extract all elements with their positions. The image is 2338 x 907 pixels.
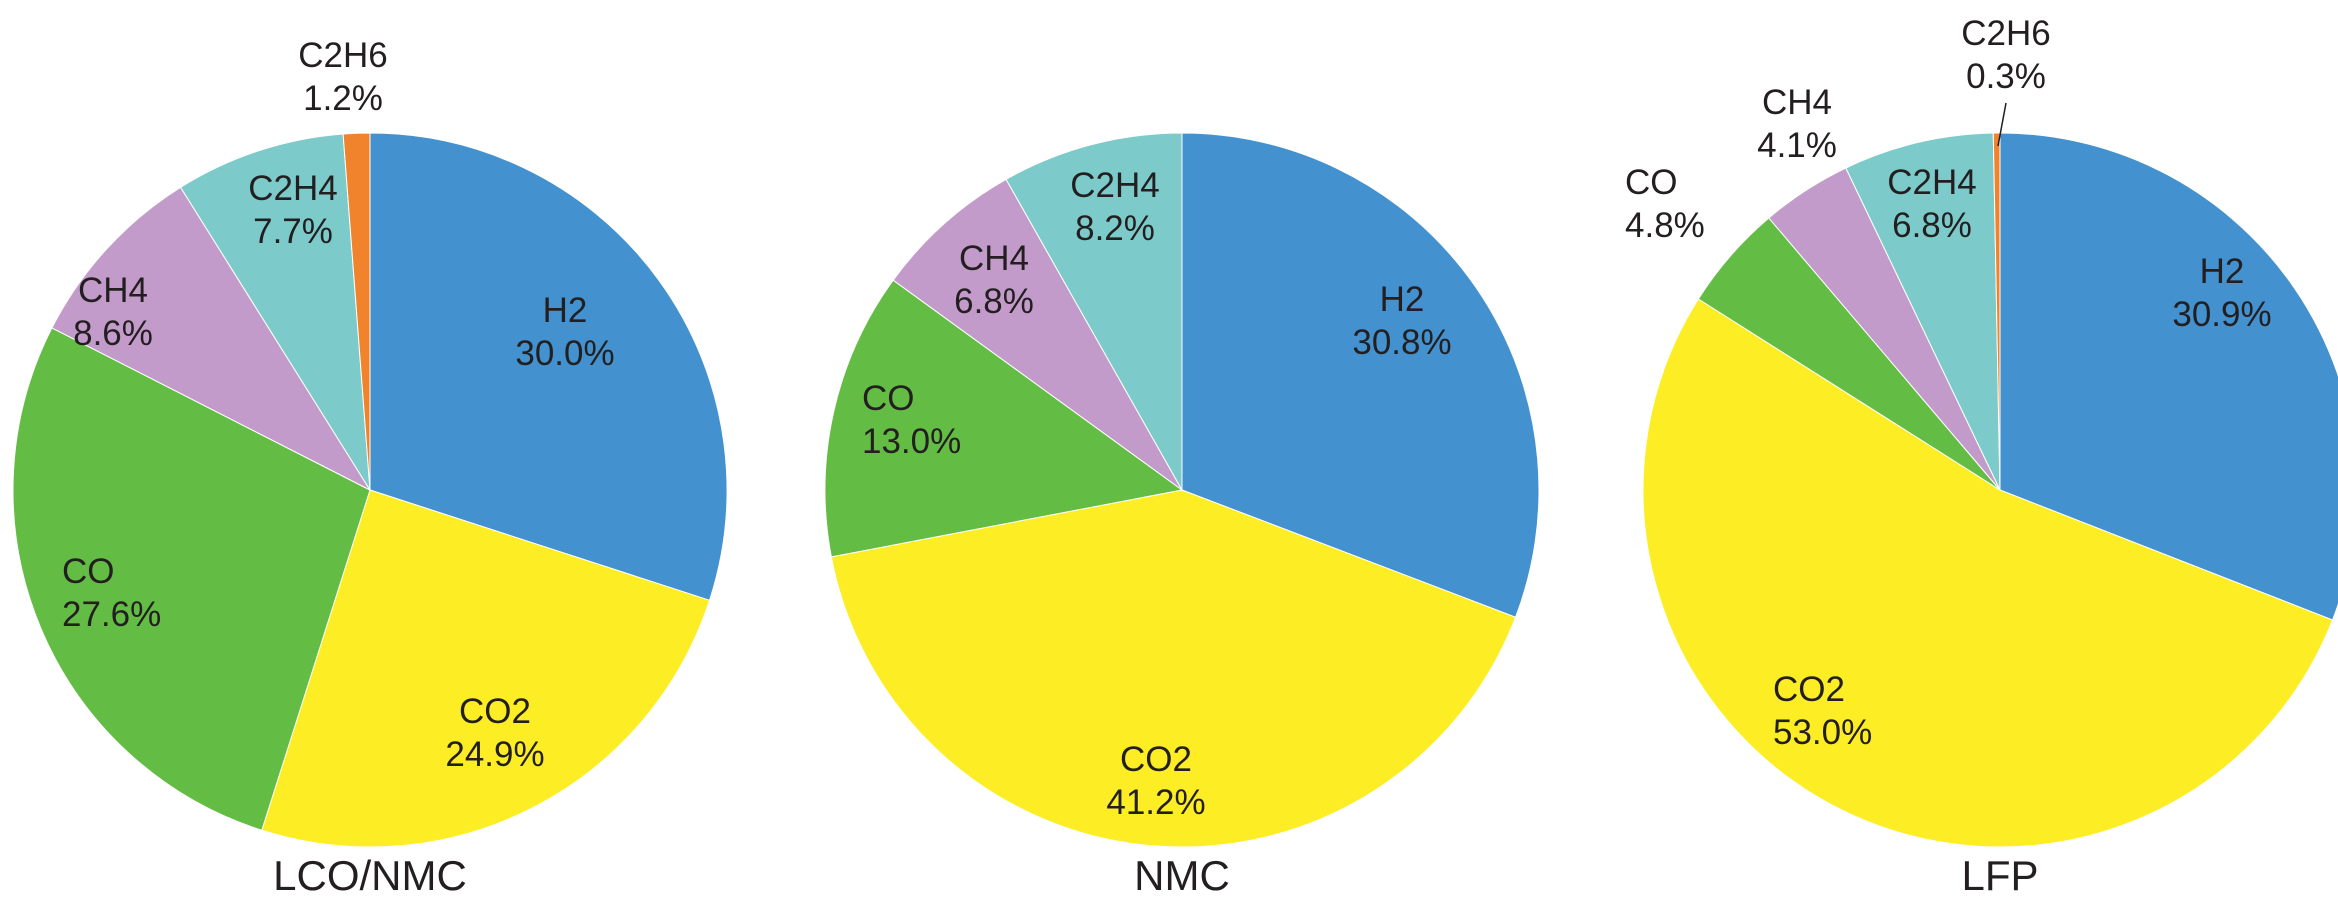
slice-value-label-ch4: 6.8%	[954, 282, 1034, 321]
slice-name-label-c2h4: C2H4	[248, 169, 337, 208]
slice-name-label-h2: H2	[2200, 252, 2245, 291]
leader-line-c2h6	[1997, 102, 2007, 147]
pie-slice-co2	[1642, 298, 2334, 848]
slice-name-label-h2: H2	[1380, 280, 1425, 319]
pie-slice-h2	[1999, 132, 2338, 621]
slice-value-label-co2: 24.9%	[445, 735, 544, 774]
slice-name-label-co: CO	[62, 552, 115, 591]
slice-value-label-h2: 30.8%	[1352, 323, 1451, 362]
pie-slice-c2h4	[1845, 132, 2001, 491]
pie-slice-c2h6	[342, 132, 371, 491]
slice-name-label-h2: H2	[543, 291, 588, 330]
pie-chart-1: H2 30.0% CO2 24.9% CO 27.6% CH4 8.6% C2H4 7.7% C2H…	[12, 36, 728, 899]
slice-name-label-co2: CO2	[1773, 670, 1845, 709]
pie-title: LCO/NMC	[273, 852, 467, 899]
slice-name-label-c2h6: C2H6	[298, 36, 387, 75]
slice-value-label-c2h6: 1.2%	[303, 79, 383, 118]
slice-value-label-c2h6: 0.3%	[1966, 57, 2046, 96]
slice-value-label-co: 4.8%	[1625, 206, 1705, 245]
slice-value-label-ch4: 4.1%	[1757, 126, 1837, 165]
slice-name-label-ch4: CH4	[959, 239, 1029, 278]
pie-slice-c2h4	[1005, 132, 1183, 492]
pie-slice-co	[12, 327, 371, 831]
pie-title: LFP	[1961, 852, 2038, 899]
pie-title: NMC	[1134, 852, 1230, 899]
slice-value-label-co2: 41.2%	[1106, 783, 1205, 822]
pie-slice-ch4	[892, 178, 1183, 491]
slice-name-label-co: CO	[862, 379, 915, 418]
slice-value-label-co: 13.0%	[862, 422, 961, 461]
slice-name-label-c2h4: C2H4	[1887, 163, 1976, 202]
pie-chart-2: H2 30.8% CO2 41.2% CO 13.0% CH4 6.8% C2H4 8.2% NMC	[824, 132, 1540, 899]
slice-value-label-co: 27.6%	[62, 595, 161, 634]
slice-name-label-ch4: CH4	[1762, 83, 1832, 122]
slice-name-label-ch4: CH4	[78, 271, 148, 310]
slice-value-label-c2h4: 6.8%	[1892, 206, 1972, 245]
pie-slice-co	[824, 279, 1184, 558]
slice-name-label-co2: CO2	[459, 692, 531, 731]
pie-slice-ch4	[51, 186, 372, 492]
slice-value-label-c2h4: 7.7%	[253, 212, 333, 251]
slice-name-label-co: CO	[1625, 163, 1678, 202]
pie-slice-h2	[1181, 132, 1540, 618]
pie-chart-3: H2 30.9% CO2 53.0% CO 4.8% CH4 4.1% C2H4 6.8% C2H6…	[1625, 14, 2338, 899]
pie-slice-h2	[369, 132, 728, 601]
slice-value-label-h2: 30.0%	[515, 334, 614, 373]
slice-name-label-c2h6: C2H6	[1961, 14, 2050, 53]
slice-value-label-co2: 53.0%	[1773, 713, 1872, 752]
pie-slice-co2	[261, 489, 711, 848]
slice-value-label-h2: 30.9%	[2172, 295, 2271, 334]
pie-slice-co2	[830, 489, 1517, 848]
pie-slice-c2h4	[179, 133, 371, 491]
slice-name-label-co2: CO2	[1120, 740, 1192, 779]
pie-group: H2 30.0% CO2 24.9% CO 27.6% CH4 8.6% C2H4 7.7% C2H…	[12, 14, 2338, 899]
slice-value-label-c2h4: 8.2%	[1075, 209, 1155, 248]
slice-value-label-ch4: 8.6%	[73, 314, 153, 353]
slice-name-label-c2h4: C2H4	[1070, 166, 1159, 205]
